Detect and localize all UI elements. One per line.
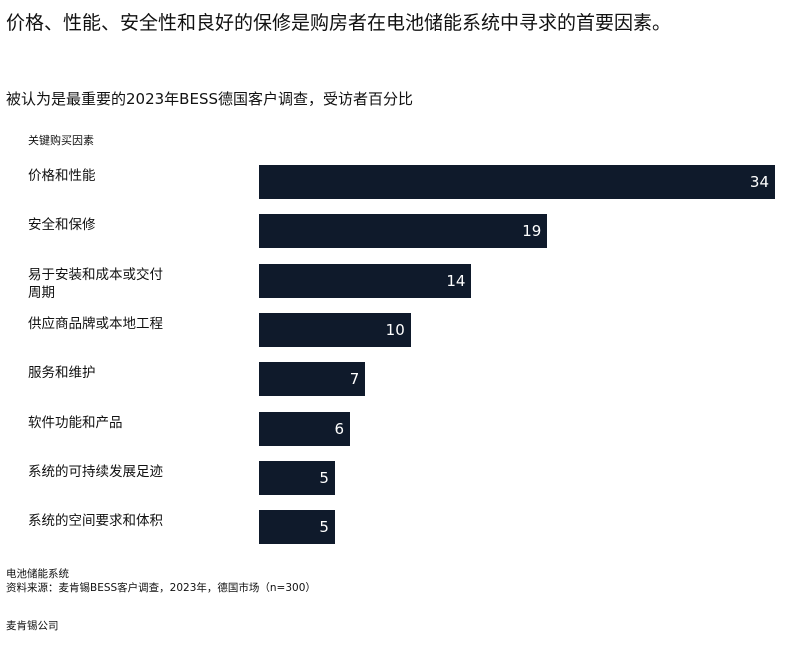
bar: 6	[259, 411, 351, 446]
data-label: 19	[522, 222, 542, 241]
data-label: 14	[446, 271, 466, 290]
brand-label: 麦肯锡公司	[6, 620, 59, 632]
data-label: 5	[319, 518, 329, 537]
category-axis-title: 关键购买因素	[28, 134, 94, 147]
bar: 10	[259, 312, 411, 347]
category-label: 系统的空间要求和体积	[28, 513, 163, 530]
bar: 7	[259, 362, 366, 397]
category-label: 软件功能和产品	[28, 414, 123, 431]
data-label: 7	[349, 370, 360, 389]
category-label: 易于安装和成本或交付周期	[28, 266, 163, 301]
data-label: 5	[319, 468, 329, 487]
data-label: 10	[385, 320, 405, 339]
category-label: 供应商品牌或本地工程	[28, 315, 163, 332]
category-label: 安全和保修	[28, 217, 96, 234]
category-label: 价格和性能	[28, 168, 96, 184]
data-label: 34	[749, 173, 769, 191]
bar: 5	[259, 510, 335, 545]
chart-title: 价格、性能、安全性和良好的保修是购房者在电池储能系统中寻求的首要因素。	[6, 12, 672, 34]
footnote: 电池储能系统	[6, 568, 69, 580]
bar: 5	[259, 460, 335, 495]
category-label: 服务和维护	[28, 365, 96, 382]
source-note: 资料来源：麦肯锡BESS客户调查，2023年，德国市场（n=300）	[6, 582, 316, 594]
data-label: 6	[334, 419, 345, 438]
chart-subtitle: 被认为是最重要的2023年BESS德国客户调查，受访者百分比	[6, 90, 413, 108]
bar: 34	[259, 165, 775, 199]
bar: 19	[259, 214, 548, 249]
bar: 14	[259, 263, 472, 298]
category-label: 系统的可持续发展足迹	[28, 463, 163, 480]
